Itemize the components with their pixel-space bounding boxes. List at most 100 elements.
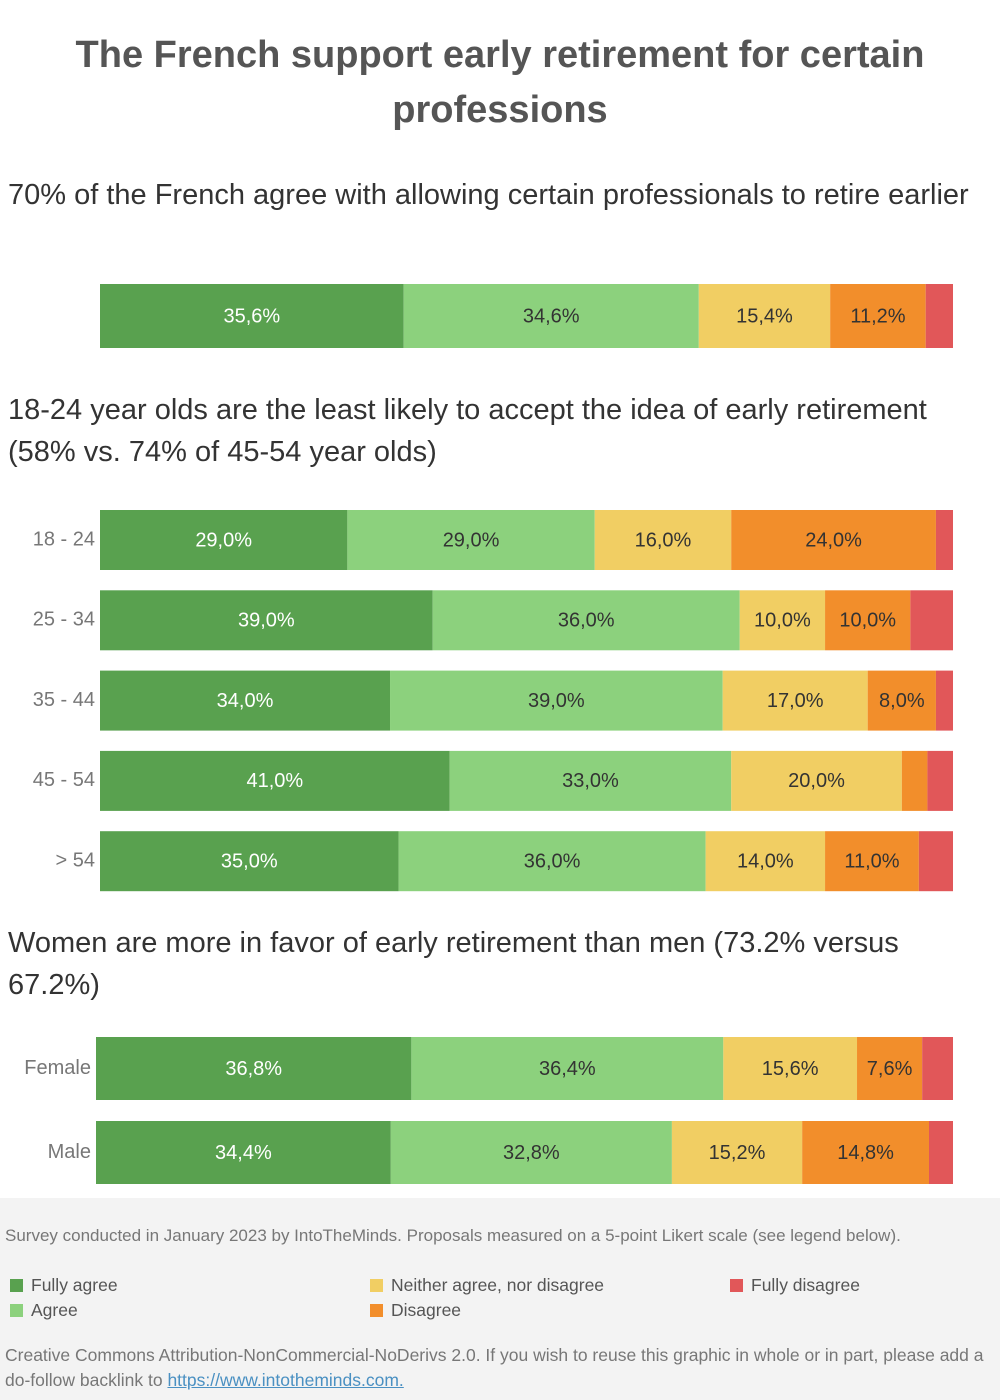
value-label: 36,4% [539,1058,596,1080]
chart-subtitle: 70% of the French agree with allowing ce… [8,179,969,211]
bar-segment [722,670,868,731]
value-label: 33,0% [562,770,619,792]
bar-segment [802,1121,930,1184]
value-label: 35,0% [221,850,278,872]
bar-segment [411,1037,724,1100]
value-label: 8,0% [879,690,925,712]
category-label: 35 - 44 [33,689,95,711]
legend-label: Agree [31,1300,78,1320]
bar-segment [96,1037,412,1100]
bar-segment [731,510,936,570]
bar-segment [731,750,902,811]
legend-swatch [730,1279,743,1292]
legend-label: Neither agree, nor disagree [391,1275,605,1295]
value-label: 36,0% [524,850,581,872]
bar-segment [398,831,706,892]
bar-segment [830,284,926,348]
bar-segment [825,831,919,892]
value-label: 35,6% [223,305,280,327]
value-label: 15,2% [709,1142,766,1164]
bar-segment [449,750,732,811]
bar-segment [901,750,928,811]
bar-segment [825,590,911,651]
bar-segment [935,670,953,731]
value-label: 10,0% [839,610,896,632]
category-label: Female [24,1057,91,1079]
category-label: 45 - 54 [33,769,95,791]
bar-segment [739,590,826,651]
value-label: 34,0% [217,690,274,712]
value-label: 14,0% [737,850,794,872]
value-label: 36,0% [558,610,615,632]
chart: 18 - 24 29,0% 29,0% 16,0% 24,0% 25 - 34 39,0% 3… [33,510,953,892]
legend-item: Disagree [370,1300,461,1321]
category-label: > 54 [56,849,95,871]
value-label: 41,0% [247,770,304,792]
legend-swatch [10,1279,23,1292]
bar-segment [100,510,348,570]
legend-label: Fully disagree [751,1275,860,1295]
bar-segment [867,670,936,731]
license: Creative Commons Attribution-NonCommerci… [5,1343,990,1393]
footer-note: Survey conducted in January 2023 by Into… [5,1226,901,1245]
bar-segment [100,831,399,892]
legend-item: Agree [10,1300,78,1321]
legend-item: Fully agree [10,1275,118,1296]
legend-item: Neither agree, nor disagree [370,1275,604,1296]
bar-segment [922,1037,953,1100]
bar-segment [723,1037,858,1100]
value-label: 11,0% [844,850,899,872]
license-text: Creative Commons Attribution-NonCommerci… [5,1345,984,1390]
value-label: 29,0% [443,529,500,551]
bar-segment [910,590,953,651]
bar-segment [96,1121,391,1184]
bar-segment [671,1121,803,1184]
bar-segment [925,284,953,348]
bar-segment [403,284,699,348]
value-label: 24,0% [805,529,862,551]
value-label: 39,0% [528,690,585,712]
category-label: 18 - 24 [33,528,95,550]
chart-subtitle: 18-24 year olds are the least likely to … [8,394,927,468]
value-label: 15,4% [736,305,793,327]
footer [0,1198,1000,1400]
value-label: 11,2% [850,305,905,327]
category-label: 25 - 34 [33,609,95,631]
bar-segment [100,670,391,731]
value-label: 39,0% [238,610,295,632]
value-label: 7,6% [867,1058,913,1080]
legend-label: Fully agree [31,1275,118,1295]
legend-swatch [370,1279,383,1292]
value-label: 29,0% [195,529,252,551]
bar-segment [594,510,732,570]
value-label: 17,0% [767,690,824,712]
value-label: 15,6% [762,1058,819,1080]
main-title: The French support early retirement for … [75,34,925,131]
value-label: 34,4% [215,1142,272,1164]
value-label: 20,0% [788,770,845,792]
bar-segment [432,590,740,651]
bar-segment [857,1037,923,1100]
value-label: 34,6% [523,305,580,327]
chart-subtitle: Women are more in favor of early retirem… [8,927,899,1001]
bar-segment [347,510,595,570]
bar-segment [927,750,953,811]
legend-swatch [10,1304,23,1317]
bar-segment [918,831,953,892]
bar-segment [100,590,433,651]
bar-segment [390,670,723,731]
chart: Female 36,8% 36,4% 15,6% 7,6% Male 34,4% 32,8% 1… [24,1037,953,1184]
chart: 35,6% 34,6% 15,4% 11,2% [100,284,953,348]
bar-segment [100,750,450,811]
bar-segment [935,510,953,570]
category-label: Male [48,1141,91,1163]
value-label: 36,8% [225,1058,282,1080]
bar-segment [100,284,404,348]
bar-segment [705,831,826,892]
legend-swatch [370,1304,383,1317]
value-label: 16,0% [635,529,692,551]
legend-label: Disagree [391,1300,462,1320]
backlink[interactable]: https://www.intotheminds.com. [167,1370,404,1390]
value-label: 10,0% [754,610,811,632]
